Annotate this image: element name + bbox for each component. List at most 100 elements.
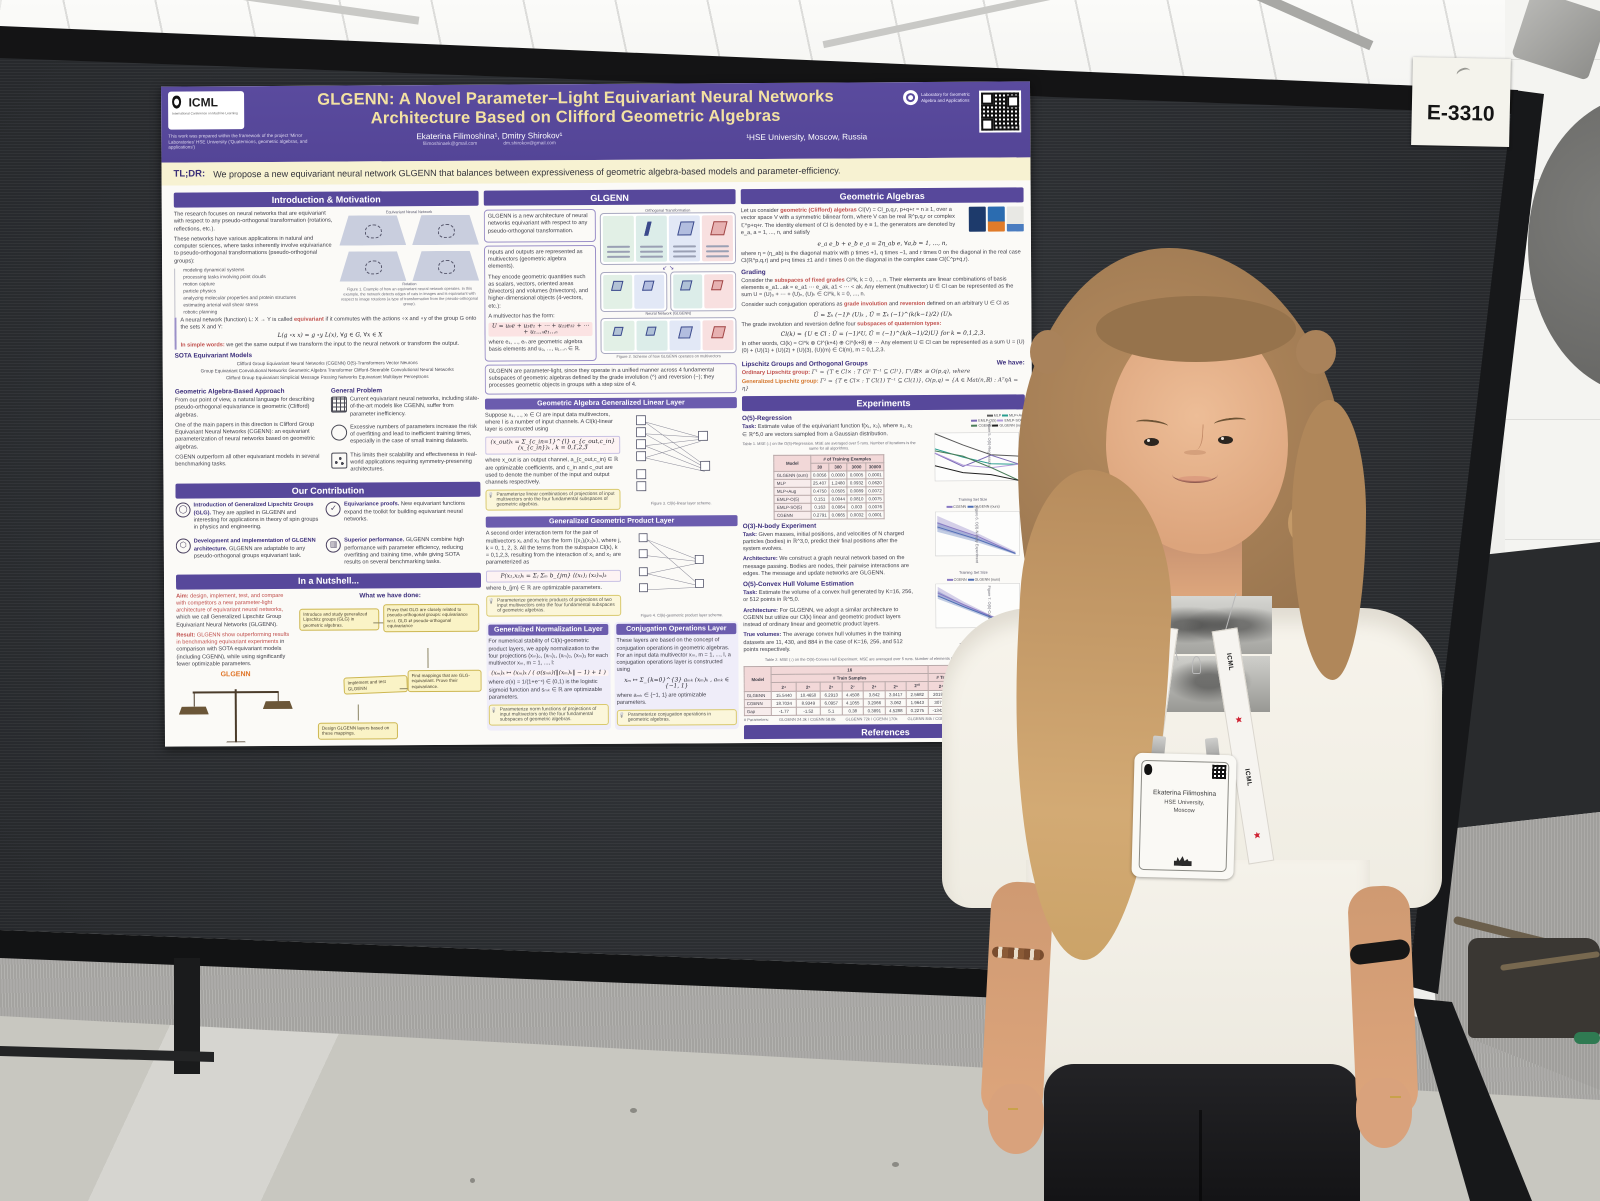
wehave-label: We have: <box>996 359 1025 368</box>
glgenn-p: Inputs and outputs are represented as mu… <box>487 248 583 270</box>
email-2: dm.shirokov@gmail.com <box>503 141 556 147</box>
poster-title: GLGENN: A Novel Parameter–Light Equivari… <box>311 88 840 130</box>
molecule-icon: ⬡ <box>175 538 191 555</box>
t1-cell: 0.0075 <box>865 494 885 503</box>
hair-curl <box>1296 330 1336 374</box>
algebras-p6: In other words, Cl(k) = Cl^k ⊕ Cl^(k+4) … <box>741 339 1025 355</box>
book-cover <box>968 206 986 232</box>
fig2-row <box>669 271 737 312</box>
t1-cell: 0.0620 <box>865 478 885 487</box>
fig1-image-edges <box>412 215 479 245</box>
params-note: GLGENN 72k / CGENN 170k <box>845 716 898 722</box>
fig2-cell-scalars <box>602 215 635 262</box>
t2-col: 2⁹ <box>884 681 907 691</box>
linear-p: Suppose x₁, ..., xₗ ∈ Cl are input data … <box>484 411 613 433</box>
section-experiments-header: Experiments <box>741 394 1025 412</box>
fig2-cell <box>669 320 701 351</box>
t2-cell: 15.5440 <box>771 691 797 700</box>
chart1-xlabel: Training Set Size <box>958 497 988 502</box>
algebras-p4: Consider such conjugation operations as … <box>741 300 1010 309</box>
ga-paragraph: CGENN outperform all other equivariant m… <box>175 453 320 468</box>
conj-formula: xₘ ↦ Σ_{k=0}^{3} aₘₖ (xₘ)ₖ , aₘₖ ∈ {−1, … <box>624 676 730 690</box>
badge-icml-icon <box>1144 763 1153 776</box>
t2-cell: 3.842 <box>863 690 886 700</box>
t1-cell: MLP <box>774 478 811 487</box>
t2-cell: 1.9643 <box>906 698 929 707</box>
lower-lip <box>1178 476 1212 482</box>
section-contribution-header: Our Contribution <box>175 482 481 499</box>
framework-note: This work was prepared within the framew… <box>168 132 308 151</box>
fig2-cell <box>634 274 664 309</box>
eye <box>1144 438 1159 446</box>
hair-fringe <box>1096 296 1296 362</box>
figure-2: Orthogonal Transformation ↙ ↘ <box>599 208 737 364</box>
fig2-row <box>600 317 737 354</box>
linear-note: Parameterize linear combinations of proj… <box>485 489 621 512</box>
conj-layer-box: Conjugation Operations Layer These layer… <box>614 621 739 731</box>
fig2-cell <box>702 320 734 351</box>
t1-cell: 0.2791 <box>810 510 830 519</box>
t1-cell: 0.0001 <box>865 470 885 479</box>
figure-4: Figure 4. Cl(k)-geometric product layer … <box>625 530 738 623</box>
done-title: What we have done: <box>359 591 421 599</box>
regression-task: Task: Estimate value of the equivariant … <box>742 423 913 438</box>
poster-column-1: Introduction & Motivation The research f… <box>173 188 482 743</box>
glgenn-p: GLGENN is a new architecture of neural n… <box>487 213 588 235</box>
t1-cell: MLP+Aug <box>774 486 811 495</box>
t1-col: 3000 <box>847 462 866 471</box>
regression-chart <box>934 431 1020 481</box>
t1-cell: 0.163 <box>810 502 830 511</box>
email-1: filimoshinaek@gmail.com <box>422 141 478 148</box>
gp-text: This limits their scalability and effect… <box>350 451 478 473</box>
bag-green-item <box>1574 1032 1600 1044</box>
t2-cell: 4.1055 <box>841 699 864 708</box>
linear-layer-header: Geometric Algebra Generalized Linear Lay… <box>484 396 737 410</box>
simple-words: In simple words: we get the same output … <box>180 340 460 349</box>
tldr-text: We propose a new equivariant neural netw… <box>213 165 841 179</box>
fig1-image-rotated <box>339 251 406 281</box>
conj-p: These layers are based on the concept of… <box>616 637 731 674</box>
icml-logo-subtext: International Conference on Machine Lear… <box>172 111 238 116</box>
fig6-caption: Figure 6. O(3)-N-body Experiment <box>974 505 979 564</box>
hull-true: True volumes: The average convex hull vo… <box>743 631 903 654</box>
t2-cell: 5.1 <box>820 707 843 716</box>
ga-approach-title: Geometric Algebra-Based Approach <box>174 387 285 396</box>
clock-icon <box>331 424 348 441</box>
linear-p: where x_out is an output channel, a_{c_o… <box>485 457 619 486</box>
t1-cell: 0.0072 <box>865 486 885 495</box>
algebras-f3: Cl(k) = {U ∈ Cl : Û = (−1)ᵏU, Ũ = (−1)^(… <box>780 330 986 338</box>
poster-body: Introduction & Motivation The research f… <box>161 180 1035 747</box>
nbody-title: O(3)-N-body Experiment <box>742 522 817 530</box>
hair-curl <box>1030 330 1066 374</box>
algebras-f2: Û = Σₖ (−1)ᵏ (U)ₖ , Ũ = Σₖ (−1)^(k(k−1)/… <box>813 311 953 319</box>
scatter-icon <box>331 452 348 469</box>
conj-note: Parameterize conjugation operations in g… <box>616 709 737 726</box>
sota-title: SOTA Equivariant Models <box>174 352 253 360</box>
section-intro-header: Introduction & Motivation <box>173 190 479 208</box>
cat-sketch <box>365 224 382 238</box>
norm-p: where σ(x) = 1/(1+e⁻ˣ) ∈ (0,1) is the lo… <box>488 679 603 701</box>
t1-cell: 0.0056 <box>810 470 829 479</box>
qr-eye <box>1007 95 1020 108</box>
smiling-mouth <box>1172 466 1218 483</box>
t2-col: 2⁷ <box>841 682 864 692</box>
t2-col: 2⁴ <box>771 682 797 692</box>
nutshell-result: Result: GLGENN show outperforming result… <box>176 631 290 668</box>
figure-3: Figure 3. Cl(k)-linear layer scheme. <box>624 411 737 513</box>
nose <box>1191 423 1204 451</box>
fig2-cell <box>703 274 734 309</box>
badge-affiliation: HSE University, Moscow <box>1133 799 1235 817</box>
t1-model-header: Model <box>774 454 811 471</box>
icml-logo-box: ICML International Conference on Machine… <box>168 91 245 130</box>
equivariance-formula: L(g ∘x x) = g ∘y L(x), ∀g ∈ G, ∀x ∈ X <box>277 332 383 340</box>
icml-logo-text: ICML <box>188 95 218 110</box>
header-qr-code <box>979 90 1022 133</box>
t2-cell: 3.0417 <box>884 690 907 699</box>
regression-title: O(5)-Regression <box>742 415 792 423</box>
research-poster: ICML International Conference on Machine… <box>160 81 1035 747</box>
t1-cell: 0.0089 <box>847 486 866 495</box>
general-problem-title: General Problem <box>330 387 383 395</box>
conj-layer-header: Conjugation Operations Layer <box>616 623 737 636</box>
parameter-light-note: GLGENN are parameter-light, since they o… <box>488 367 715 389</box>
flow-connector <box>357 703 359 720</box>
